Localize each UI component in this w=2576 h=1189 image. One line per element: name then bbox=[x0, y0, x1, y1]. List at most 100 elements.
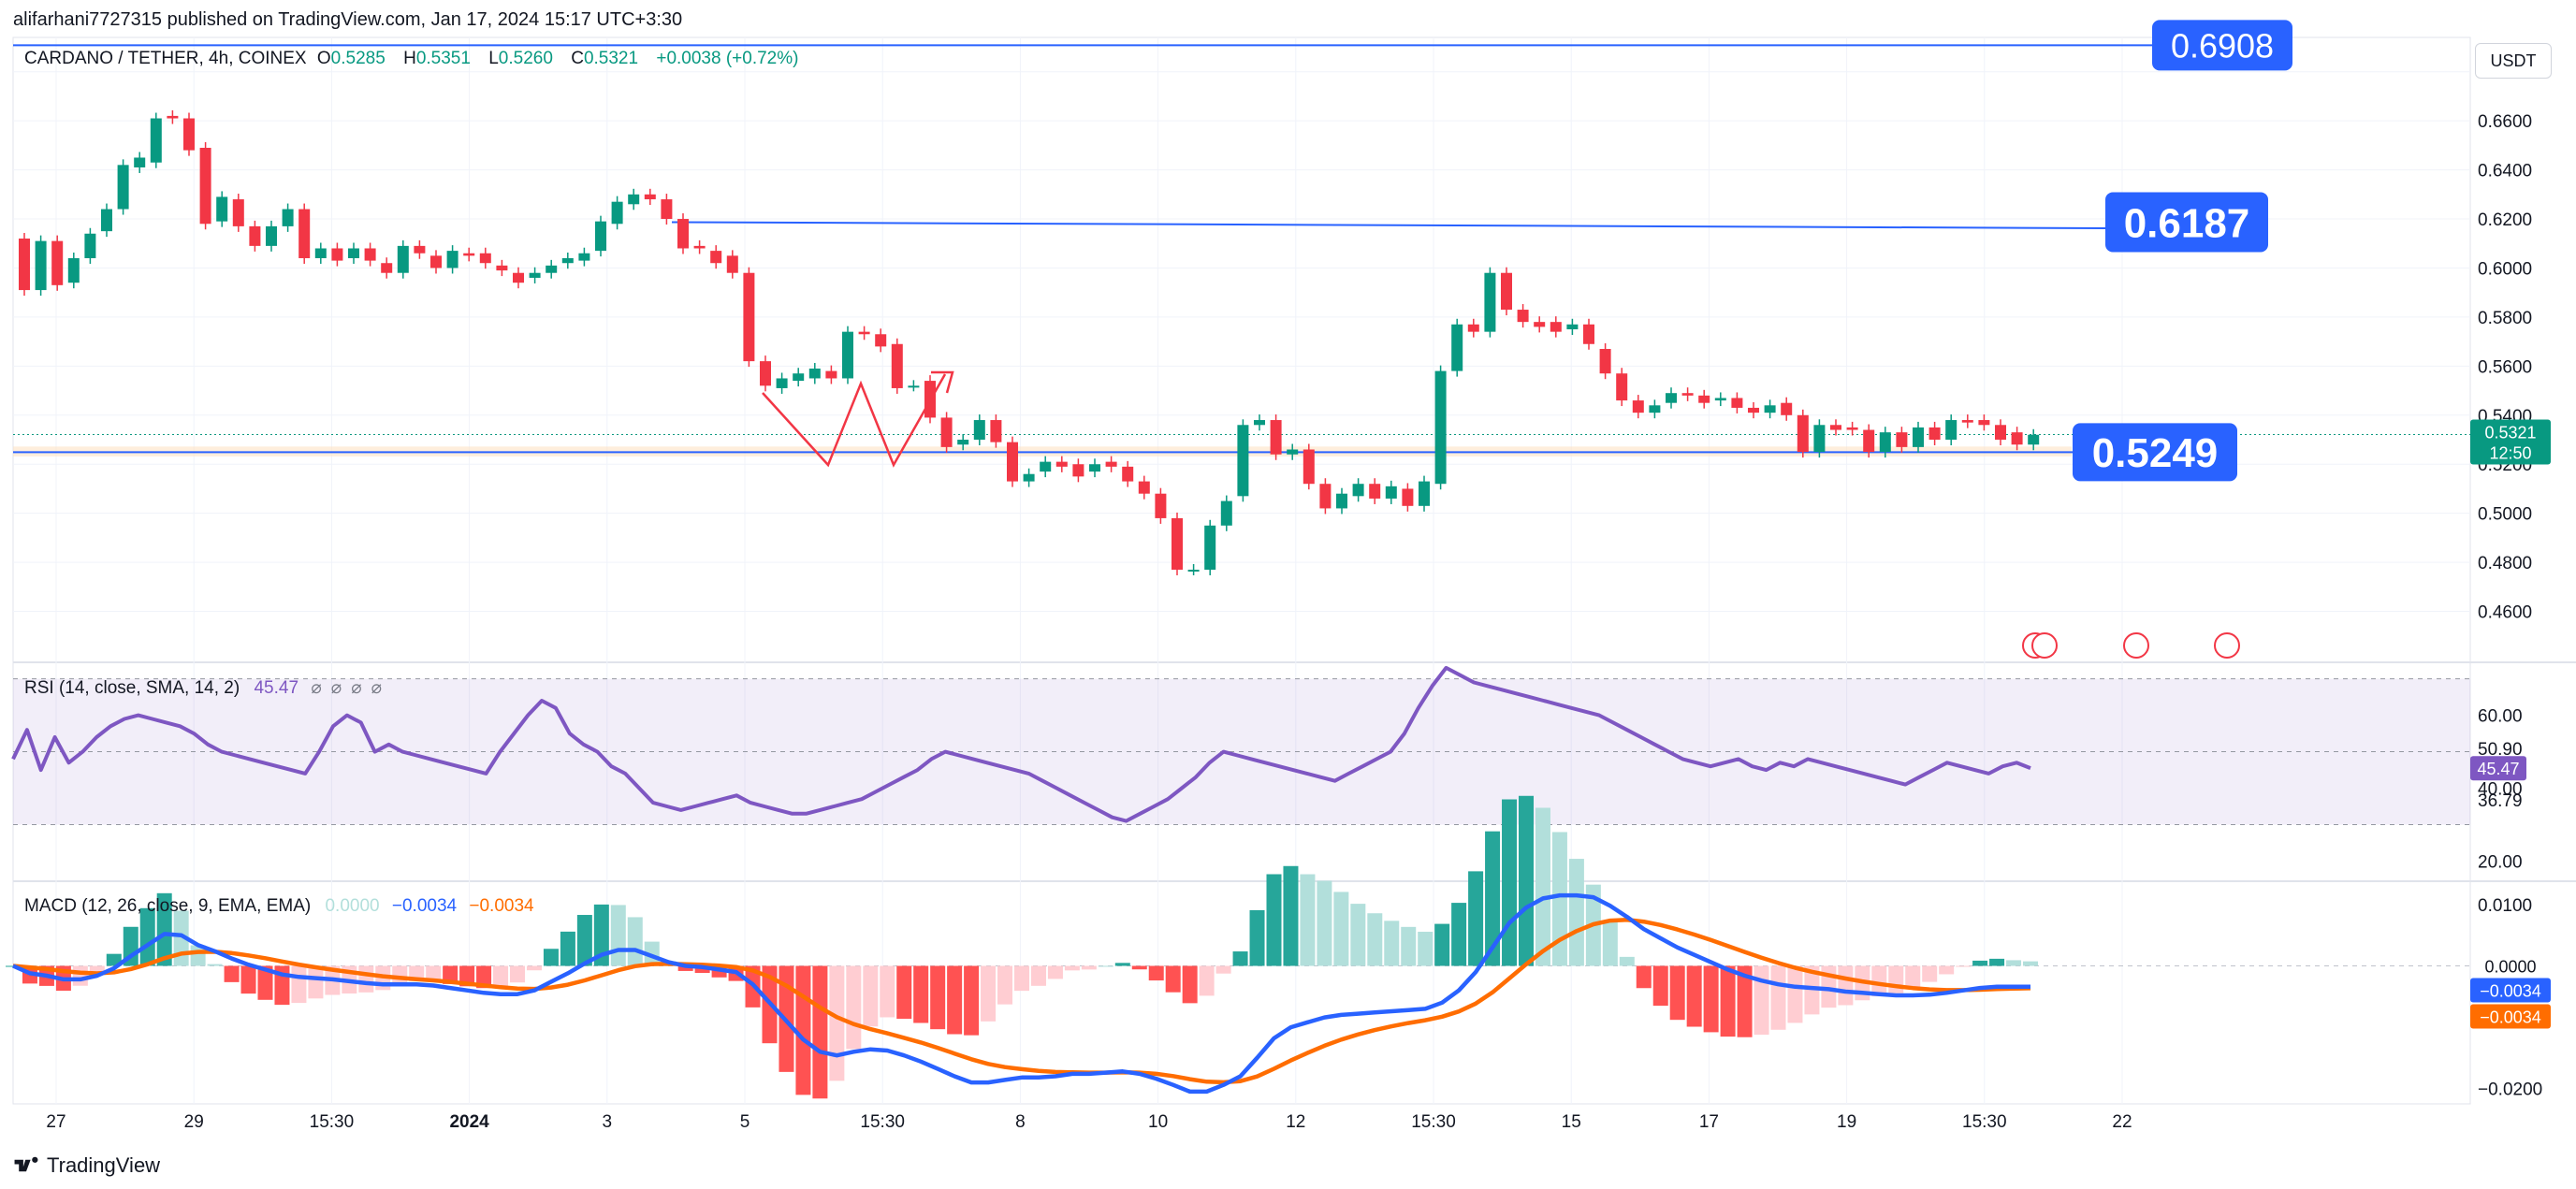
price-tick-label: 0.5800 bbox=[2478, 309, 2532, 328]
macd-histogram-bar bbox=[677, 965, 693, 971]
candle-down bbox=[1978, 420, 1990, 426]
candle-up bbox=[957, 440, 969, 445]
macd-histogram-bar bbox=[510, 965, 525, 983]
candle-down bbox=[1072, 464, 1084, 477]
candle-up bbox=[1913, 427, 1924, 447]
candle-up bbox=[1419, 481, 1430, 506]
macd-histogram-bar bbox=[476, 965, 492, 989]
macd-histogram-bar bbox=[1215, 965, 1231, 974]
candle-up bbox=[1649, 405, 1661, 413]
candle-up bbox=[776, 378, 788, 388]
level-label-box bbox=[2105, 192, 2268, 253]
candle-up bbox=[84, 233, 96, 258]
candle-down bbox=[479, 253, 491, 264]
candle-up bbox=[348, 248, 359, 258]
macd-histogram-bar bbox=[880, 965, 895, 1018]
candle-down bbox=[463, 253, 475, 256]
macd-name[interactable]: MACD (12, 26, close, 9, EMA, EMA) bbox=[24, 896, 312, 916]
macd-histogram-bar bbox=[560, 931, 575, 966]
candle-down bbox=[1681, 393, 1694, 396]
macd-histogram-bar bbox=[1939, 965, 1955, 975]
currency-selector[interactable]: USDT bbox=[2475, 43, 2552, 79]
tradingview-brand[interactable]: TradingView bbox=[13, 1153, 160, 1178]
candle-down bbox=[1369, 484, 1381, 499]
candle-up bbox=[1237, 425, 1249, 497]
macd-histogram-bar bbox=[1081, 965, 1097, 970]
level-label-text: 0.5249 bbox=[2092, 430, 2219, 476]
candle-down bbox=[940, 417, 953, 447]
candle-down bbox=[199, 147, 211, 225]
candle-down bbox=[710, 251, 722, 264]
symbol-title[interactable]: CARDANO / TETHER, 4h, COINEX bbox=[24, 49, 307, 68]
high-value: 0.5351 bbox=[415, 49, 471, 68]
candle-down bbox=[364, 248, 376, 261]
macd-histogram-bar bbox=[1283, 865, 1299, 966]
macd-histogram-bar bbox=[1519, 795, 1534, 966]
candle-down bbox=[661, 199, 673, 220]
macd-histogram-bar bbox=[1300, 874, 1316, 966]
candle-down bbox=[183, 118, 195, 151]
candle-down bbox=[677, 219, 689, 249]
price-tick-label: 0.6600 bbox=[2478, 112, 2532, 132]
candle-down bbox=[1055, 461, 1068, 467]
macd-histogram-bar bbox=[1434, 923, 1450, 966]
candle-up bbox=[1204, 525, 1216, 570]
rsi-tick-label: 20.00 bbox=[2478, 853, 2523, 873]
macd-histogram-bar bbox=[2006, 960, 2022, 966]
level-label-box bbox=[2152, 20, 2292, 71]
level-label-text: 0.6908 bbox=[2171, 26, 2274, 65]
chart-frame bbox=[12, 36, 2471, 1105]
candle-up bbox=[35, 240, 47, 291]
candle-down bbox=[496, 265, 508, 271]
candle-up bbox=[101, 209, 112, 232]
macd-line bbox=[12, 892, 2030, 1095]
candle-up bbox=[973, 420, 985, 441]
macd-histogram-bar bbox=[308, 965, 324, 999]
macd-histogram-bar bbox=[863, 965, 879, 1027]
macd-histogram-bar bbox=[1551, 832, 1567, 966]
signal-value-tag bbox=[2470, 1004, 2551, 1029]
macd-histogram-bar bbox=[1568, 859, 1584, 966]
macd-signal-value: −0.0034 bbox=[469, 896, 534, 916]
macd-histogram-bar bbox=[1871, 965, 1887, 997]
candle-down bbox=[1517, 310, 1529, 323]
macd-histogram-bar bbox=[358, 965, 374, 993]
macd-histogram-bar bbox=[1720, 965, 1736, 1037]
tradingview-logo-icon bbox=[14, 1156, 38, 1172]
macd-signal-line bbox=[12, 918, 2031, 1085]
macd-legend: MACD (12, 26, close, 9, EMA, EMA) 0.0000… bbox=[24, 896, 534, 917]
macd-histogram-bar bbox=[1703, 965, 1719, 1033]
macd-histogram-bar bbox=[1468, 871, 1484, 966]
candle-down bbox=[1698, 395, 1710, 403]
macd-histogram-bar bbox=[1165, 965, 1181, 993]
rsi-legend: RSI (14, close, SMA, 14, 2) 45.47 ⌀⌀⌀⌀ bbox=[24, 677, 391, 699]
macd-histogram-bar bbox=[1888, 965, 1904, 993]
candle-down bbox=[743, 272, 755, 362]
macd-histogram-bar bbox=[1199, 965, 1215, 996]
macd-histogram-bar bbox=[1502, 799, 1518, 966]
rsi-name[interactable]: RSI (14, close, SMA, 14, 2) bbox=[24, 678, 240, 698]
macd-histogram-bar bbox=[291, 965, 307, 1004]
candle-down bbox=[1896, 432, 1908, 447]
macd-histogram-bar bbox=[1114, 963, 1130, 966]
level-label-box bbox=[2073, 423, 2237, 482]
candle-up bbox=[446, 251, 458, 268]
bar-countdown: 12:50 bbox=[2489, 444, 2531, 463]
macd-histogram-bar bbox=[812, 965, 828, 1099]
price-tick-label: 0.4600 bbox=[2478, 603, 2532, 623]
candle-up bbox=[1040, 461, 1052, 472]
candle-down bbox=[1105, 461, 1117, 467]
candle-up bbox=[1220, 500, 1232, 526]
candle-down bbox=[19, 239, 30, 291]
candle-down bbox=[232, 199, 244, 226]
candle-up bbox=[117, 165, 129, 210]
candle-down bbox=[760, 361, 771, 386]
low-value: 0.5260 bbox=[498, 49, 553, 68]
candle-down bbox=[875, 334, 887, 347]
macd-histogram-bar bbox=[1636, 965, 1652, 989]
rsi-value-tag bbox=[2470, 756, 2526, 781]
candle-down bbox=[1007, 442, 1018, 482]
macd-tick-label: −0.0200 bbox=[2478, 1080, 2542, 1100]
x-tick-label: 10 bbox=[1148, 1112, 1168, 1132]
